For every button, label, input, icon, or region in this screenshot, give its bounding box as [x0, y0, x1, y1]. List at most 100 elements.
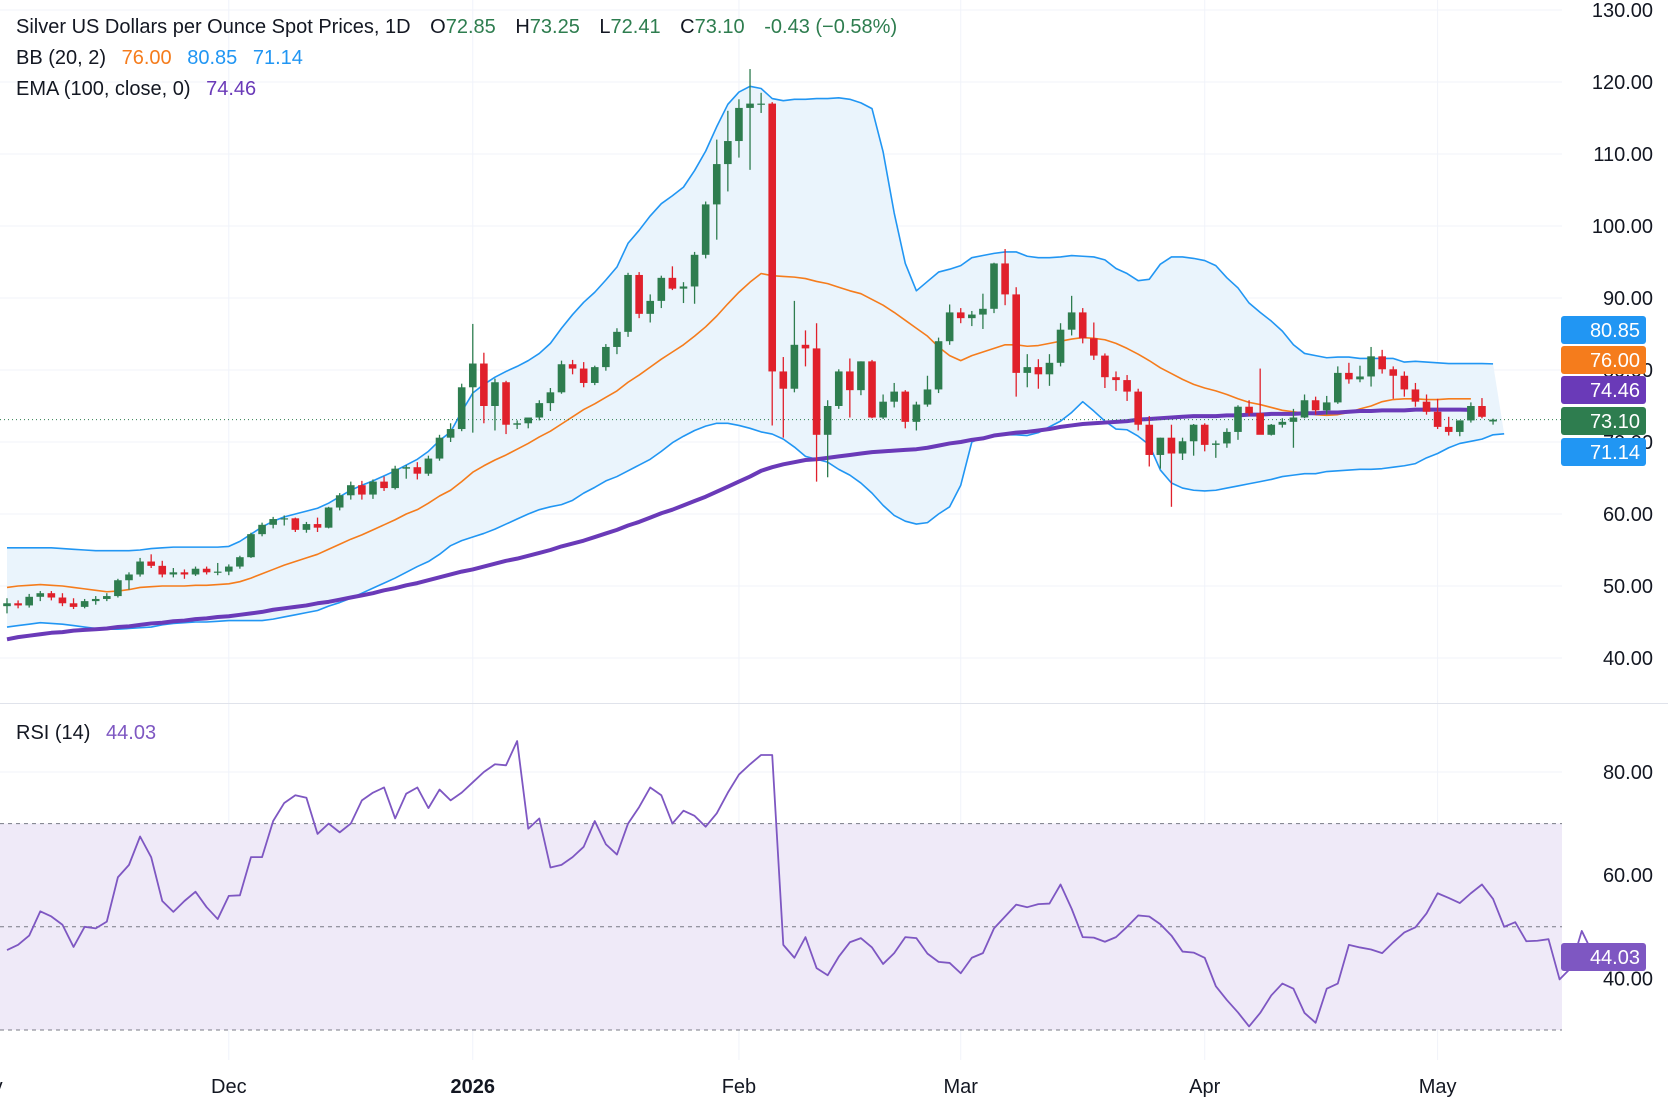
candle-body [1090, 338, 1098, 356]
candle [1367, 346, 1375, 387]
candle-body [1444, 426, 1453, 432]
time-axis-label: May [1419, 1076, 1457, 1098]
candle-body [80, 601, 89, 607]
candle-body [1367, 356, 1375, 377]
candle [968, 310, 976, 327]
candle-body [380, 481, 388, 489]
candle-body [335, 495, 344, 508]
candle [1289, 408, 1298, 448]
price-axis-label: 60.00 [1603, 504, 1653, 526]
candle-body [535, 403, 544, 418]
bb-lower-value: 71.14 [252, 47, 303, 69]
candle [1334, 366, 1342, 404]
close-value: 73.10 [694, 16, 745, 38]
candle [846, 358, 854, 418]
candle [557, 360, 566, 394]
candle-body [14, 603, 22, 606]
rsi-axis-label: 80.00 [1603, 762, 1653, 784]
candle [657, 275, 666, 309]
candle [1200, 423, 1209, 452]
candle-body [757, 103, 765, 105]
candle [446, 423, 455, 442]
price-axis-label: 40.00 [1603, 648, 1653, 670]
candle [801, 330, 810, 367]
candle-body [435, 437, 444, 459]
candle [568, 359, 577, 375]
candle [1123, 375, 1131, 401]
candle-body [746, 103, 754, 108]
candle [834, 369, 843, 409]
axis-badge-bg [1561, 407, 1646, 435]
candle-body [1034, 367, 1043, 375]
bb-legend-row: BB (20, 2) 76.00 80.85 71.14 [16, 47, 307, 70]
candle-body [147, 561, 155, 566]
candle-body [912, 404, 921, 422]
candle-body [879, 401, 887, 418]
candle-body [313, 524, 322, 528]
candle-body [990, 263, 998, 309]
candle [280, 515, 289, 526]
candle-body [1001, 263, 1009, 295]
candle-body [602, 346, 610, 368]
candle-body [346, 485, 355, 496]
axis-badge: 80.85 [1561, 316, 1646, 344]
candle-body [1067, 312, 1076, 330]
candle-body [735, 107, 743, 142]
candle-body [1389, 369, 1398, 376]
candle [380, 476, 388, 491]
candle [768, 102, 777, 426]
axis-badge-text: 73.10 [1590, 411, 1640, 433]
candle [590, 365, 599, 386]
candle [857, 361, 865, 396]
candle [712, 139, 721, 240]
candle-body [568, 364, 577, 369]
candle [1167, 424, 1176, 507]
candle-body [1256, 413, 1264, 435]
candle [901, 390, 910, 429]
candle [69, 598, 78, 610]
candle [225, 564, 233, 576]
axis-badge-text: 76.00 [1590, 350, 1640, 372]
candle [291, 517, 300, 532]
candle [1345, 362, 1353, 384]
candle [602, 344, 610, 371]
candle [868, 359, 876, 419]
candle-body [1045, 362, 1054, 375]
candle [125, 572, 133, 590]
candle-body [180, 572, 189, 575]
candle [103, 593, 111, 602]
price-axis-label: 110.00 [1593, 144, 1653, 166]
candle-body [1322, 402, 1331, 411]
candle [25, 593, 33, 608]
candle [1433, 398, 1442, 430]
candle-body [613, 331, 621, 347]
high-key: H [515, 16, 530, 38]
candle-body [823, 406, 832, 435]
candle [613, 328, 621, 355]
rsi-axis-badge: 44.03 [1561, 943, 1646, 971]
candle [313, 517, 322, 532]
candle-body [890, 391, 898, 402]
candle-body [679, 286, 688, 289]
ema-label: EMA (100, close, 0) [16, 78, 191, 100]
candle-body [1156, 437, 1165, 455]
candle [1234, 405, 1242, 440]
candle-body [812, 348, 821, 435]
candle-body [923, 389, 932, 405]
candle [812, 323, 821, 482]
candle [1311, 396, 1320, 415]
candle [202, 566, 211, 575]
candle [524, 417, 533, 429]
candle-body [269, 519, 277, 525]
candle-body [590, 367, 599, 383]
candle-body [324, 507, 333, 528]
candle [923, 375, 932, 407]
candle-body [1278, 421, 1287, 425]
candle-body [513, 423, 521, 425]
candle-body [202, 568, 211, 573]
candle-body [557, 364, 566, 393]
candle [1389, 366, 1398, 399]
candle [302, 521, 311, 533]
candle [1455, 420, 1464, 437]
